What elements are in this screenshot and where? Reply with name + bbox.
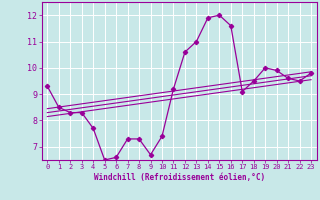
- X-axis label: Windchill (Refroidissement éolien,°C): Windchill (Refroidissement éolien,°C): [94, 173, 265, 182]
